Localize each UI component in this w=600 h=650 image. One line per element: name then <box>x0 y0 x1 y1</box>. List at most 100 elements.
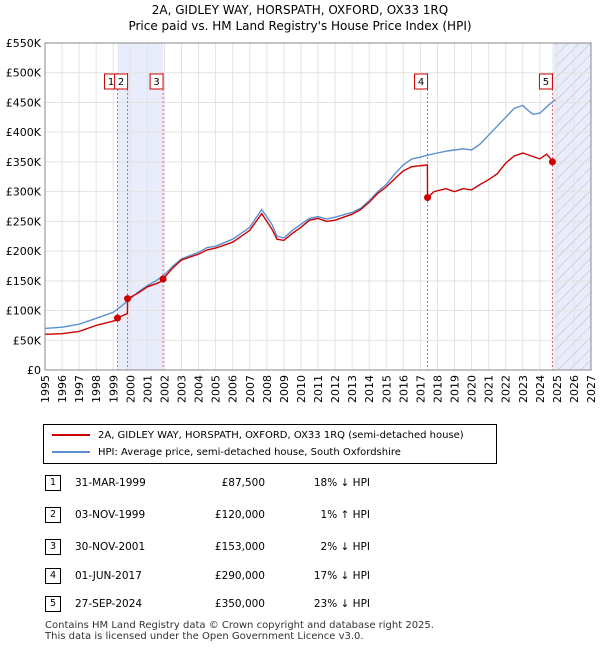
transaction-date: 03-NOV-1999 <box>75 509 146 521</box>
footer-copyright: Contains HM Land Registry data © Crown c… <box>45 620 434 631</box>
shaded-period <box>117 43 164 370</box>
x-tick-label: 1999 <box>107 375 120 403</box>
x-tick-label: 2018 <box>431 375 444 403</box>
x-tick-label: 2009 <box>278 375 291 403</box>
x-tick-label: 2003 <box>176 375 189 403</box>
y-tick-label: £450K <box>6 96 42 109</box>
y-tick-label: £400K <box>6 126 42 139</box>
transaction-price: £153,000 <box>214 541 265 553</box>
x-tick-label: 2021 <box>483 375 496 403</box>
transaction-hpi: 23% ↓ HPI <box>313 598 370 610</box>
chart-legend: 2A, GIDLEY WAY, HORSPATH, OXFORD, OX33 1… <box>43 424 497 464</box>
x-tick-label: 1996 <box>56 375 69 403</box>
y-tick-label: £500K <box>6 67 42 80</box>
sale-label-box <box>149 73 164 90</box>
x-tick-label: 2026 <box>568 375 581 403</box>
x-tick-label: 2012 <box>329 375 342 403</box>
y-tick-label: £350K <box>6 156 42 169</box>
transaction-number: 1 <box>45 475 61 491</box>
transaction-hpi: 1% ↑ HPI <box>320 509 370 521</box>
x-tick-label: 2017 <box>414 375 427 403</box>
price-paid-line <box>44 152 556 335</box>
transaction-date: 27-SEP-2024 <box>75 598 143 610</box>
sale-label: 5 <box>543 77 549 88</box>
y-tick-label: £250K <box>6 215 42 228</box>
sale-label-box <box>538 73 553 90</box>
x-tick-label: 2007 <box>244 375 257 403</box>
x-tick-label: 2025 <box>551 375 564 403</box>
sale-point <box>124 295 132 303</box>
transaction-price: £290,000 <box>214 570 265 582</box>
sale-label: 3 <box>153 77 159 88</box>
x-tick-label: 2022 <box>500 375 513 403</box>
footer-license: This data is licensed under the Open Gov… <box>45 631 364 642</box>
transaction-row: 5 27-SEP-2024 £350,000 23% ↓ HPI <box>0 595 600 613</box>
x-tick-label: 2001 <box>141 375 154 403</box>
sale-label: 1 <box>108 77 114 88</box>
transaction-date: 30-NOV-2001 <box>75 541 146 553</box>
legend-item-blue: HPI: Average price, semi-detached house,… <box>52 446 401 460</box>
x-tick-label: 2020 <box>466 375 479 403</box>
x-tick-label: 1997 <box>73 375 86 403</box>
transaction-price: £120,000 <box>214 509 265 521</box>
transaction-hpi: 18% ↓ HPI <box>313 477 370 489</box>
transaction-hpi: 17% ↓ HPI <box>313 570 370 582</box>
y-tick-label: £100K <box>6 305 42 318</box>
x-tick-label: 2004 <box>193 375 206 403</box>
footer-attribution: Contains HM Land Registry data © Crown c… <box>45 620 434 642</box>
y-tick-label: £0 <box>27 364 41 377</box>
transaction-price: £350,000 <box>214 598 265 610</box>
transaction-number: 5 <box>45 596 61 612</box>
transaction-hpi: 2% ↓ HPI <box>320 541 370 553</box>
transaction-number: 2 <box>45 507 61 523</box>
y-tick-label: £150K <box>6 275 42 288</box>
y-tick-label: £200K <box>6 245 42 258</box>
transaction-date: 31-MAR-1999 <box>75 477 146 489</box>
x-tick-label: 2005 <box>210 375 223 403</box>
x-tick-label: 2024 <box>534 375 547 403</box>
x-tick-label: 2011 <box>312 375 325 403</box>
transaction-row: 1 31-MAR-1999 £87,500 18% ↓ HPI <box>0 474 600 492</box>
x-tick-label: 2014 <box>363 375 376 403</box>
legend-label-red: 2A, GIDLEY WAY, HORSPATH, OXFORD, OX33 1… <box>98 430 464 441</box>
x-tick-label: 2008 <box>261 375 274 403</box>
chart-title: 2A, GIDLEY WAY, HORSPATH, OXFORD, OX33 1… <box>151 3 449 17</box>
x-tick-label: 2016 <box>397 375 410 403</box>
transaction-row: 2 03-NOV-1999 £120,000 1% ↑ HPI <box>0 506 600 524</box>
sale-label: 2 <box>118 77 124 88</box>
transaction-price: £87,500 <box>221 477 265 489</box>
legend-swatch-blue <box>52 451 90 453</box>
x-tick-label: 2002 <box>158 375 171 403</box>
sale-label: 4 <box>418 77 424 88</box>
x-tick-label: 2006 <box>227 375 240 403</box>
hpi-line <box>44 98 556 330</box>
legend-swatch-red <box>52 434 90 436</box>
x-tick-label: 2019 <box>449 375 462 403</box>
sale-label-box <box>414 73 429 90</box>
legend-item-red: 2A, GIDLEY WAY, HORSPATH, OXFORD, OX33 1… <box>52 429 464 443</box>
transaction-row: 3 30-NOV-2001 £153,000 2% ↓ HPI <box>0 538 600 556</box>
x-tick-label: 2015 <box>380 375 393 403</box>
transaction-date: 01-JUN-2017 <box>75 570 142 582</box>
sale-point <box>424 194 432 202</box>
transaction-row: 4 01-JUN-2017 £290,000 17% ↓ HPI <box>0 567 600 585</box>
sale-point <box>114 314 122 322</box>
legend-label-blue: HPI: Average price, semi-detached house,… <box>98 447 401 458</box>
plot-frame <box>44 42 592 371</box>
y-tick-label: £50K <box>13 334 42 347</box>
chart-subtitle: Price paid vs. HM Land Registry's House … <box>128 19 472 33</box>
x-tick-label: 2027 <box>585 375 598 403</box>
x-tick-label: 1998 <box>90 375 103 403</box>
x-tick-label: 1995 <box>39 375 52 403</box>
transaction-number: 3 <box>45 539 61 555</box>
transaction-number: 4 <box>45 568 61 584</box>
y-tick-label: £550K <box>6 37 42 50</box>
sale-point <box>548 158 556 166</box>
forecast-hatch <box>555 43 591 370</box>
sale-label-box <box>114 73 129 90</box>
y-tick-label: £300K <box>6 186 42 199</box>
x-tick-label: 2013 <box>346 375 359 403</box>
x-tick-label: 2023 <box>517 375 530 403</box>
sale-point <box>159 275 167 283</box>
